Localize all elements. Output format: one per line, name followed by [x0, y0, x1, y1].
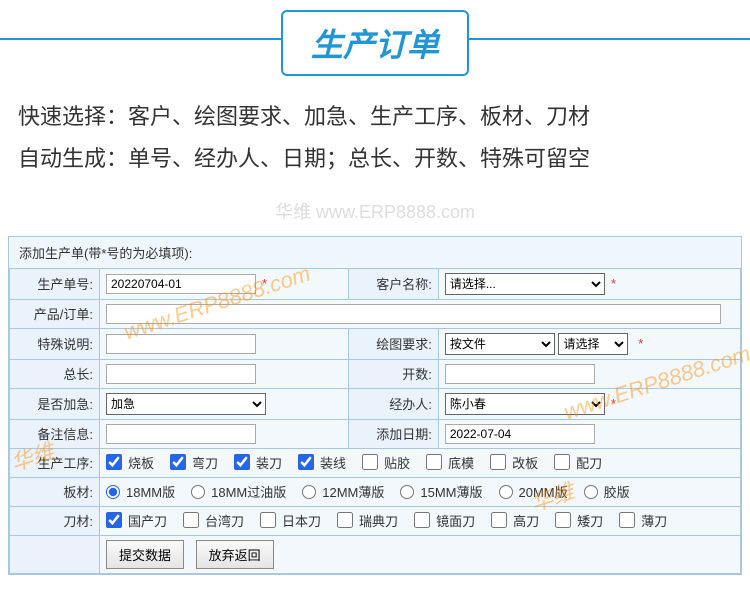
radio-board-1[interactable]: [191, 485, 205, 499]
select-draw-req[interactable]: 请选择: [558, 333, 628, 355]
input-total-len[interactable]: [106, 364, 256, 384]
option-board-0[interactable]: 18MM版: [106, 482, 175, 501]
desc-line-1: 快速选择：客户、绘图要求、加急、生产工序、板材、刀材: [18, 96, 732, 138]
option-blade-4[interactable]: 镜面刀: [414, 511, 475, 530]
checkbox-blade-6[interactable]: [555, 512, 571, 528]
watermark-top: 华维 www.ERP8888.com: [0, 190, 750, 236]
option-blade-0[interactable]: 国产刀: [106, 511, 167, 530]
option-board-4[interactable]: 20MM版: [499, 482, 568, 501]
required-icon: *: [262, 276, 267, 291]
required-icon: *: [638, 336, 643, 351]
select-agent[interactable]: 陈小春: [445, 393, 605, 415]
input-special[interactable]: [106, 334, 256, 354]
checkbox-blade-4[interactable]: [414, 512, 430, 528]
option-board-2[interactable]: 12MM薄版: [302, 482, 384, 501]
select-customer[interactable]: 请选择...: [445, 273, 605, 295]
input-product[interactable]: [106, 304, 721, 324]
checkbox-blade-7[interactable]: [619, 512, 635, 528]
label-board: 板材:: [10, 478, 100, 507]
label-draw-req: 绘图要求:: [348, 328, 438, 359]
checkbox-process-0[interactable]: [106, 454, 122, 470]
option-blade-1[interactable]: 台湾刀: [183, 511, 244, 530]
option-blade-6[interactable]: 矮刀: [555, 511, 603, 530]
option-process-0[interactable]: 烧板: [106, 453, 154, 472]
checkbox-process-5[interactable]: [426, 454, 442, 470]
option-process-3[interactable]: 装线: [298, 453, 346, 472]
label-product: 产品/订单:: [10, 299, 100, 328]
option-blade-3[interactable]: 瑞典刀: [337, 511, 398, 530]
option-process-4[interactable]: 贴胶: [362, 453, 410, 472]
required-icon: *: [611, 396, 616, 411]
option-blade-2[interactable]: 日本刀: [260, 511, 321, 530]
label-customer: 客户名称:: [348, 268, 438, 299]
checkbox-blade-2[interactable]: [260, 512, 276, 528]
option-blade-5[interactable]: 高刀: [491, 511, 539, 530]
checkbox-process-1[interactable]: [170, 454, 186, 470]
option-process-5[interactable]: 底模: [426, 453, 474, 472]
option-process-6[interactable]: 改板: [490, 453, 538, 472]
checkbox-process-3[interactable]: [298, 454, 314, 470]
radio-board-0[interactable]: [106, 485, 120, 499]
option-blade-7[interactable]: 薄刀: [619, 511, 667, 530]
input-order-no[interactable]: [106, 274, 256, 294]
form-panel: 添加生产单(带*号的为必填项): 生产单号: * 客户名称: 请选择... * 产…: [8, 236, 742, 576]
input-add-date[interactable]: [445, 424, 595, 444]
option-board-3[interactable]: 15MM薄版: [400, 482, 482, 501]
select-draw-file[interactable]: 按文件: [445, 333, 555, 355]
radio-board-4[interactable]: [499, 485, 513, 499]
label-special: 特殊说明:: [10, 328, 100, 359]
desc-line-2: 自动生成：单号、经办人、日期；总长、开数、特殊可留空: [18, 138, 732, 180]
cancel-button[interactable]: 放弃返回: [196, 540, 274, 569]
label-agent: 经办人:: [348, 388, 438, 419]
required-icon: *: [611, 276, 616, 291]
radio-board-3[interactable]: [400, 485, 414, 499]
page-title: 生产订单: [281, 10, 469, 76]
checkbox-process-7[interactable]: [554, 454, 570, 470]
label-blade: 刀材:: [10, 506, 100, 536]
submit-button[interactable]: 提交数据: [106, 540, 184, 569]
label-add-date: 添加日期:: [348, 419, 438, 448]
label-total-len: 总长:: [10, 359, 100, 388]
option-process-2[interactable]: 装刀: [234, 453, 282, 472]
checkbox-blade-3[interactable]: [337, 512, 353, 528]
option-board-1[interactable]: 18MM过油版: [191, 482, 286, 501]
checkbox-process-4[interactable]: [362, 454, 378, 470]
radio-board-5[interactable]: [584, 485, 598, 499]
label-order-no: 生产单号:: [10, 268, 100, 299]
input-open-count[interactable]: [445, 364, 595, 384]
label-remark: 备注信息:: [10, 419, 100, 448]
label-process: 生产工序:: [10, 448, 100, 478]
label-open-count: 开数:: [348, 359, 438, 388]
checkbox-process-2[interactable]: [234, 454, 250, 470]
option-process-7[interactable]: 配刀: [554, 453, 602, 472]
option-board-5[interactable]: 胶版: [584, 482, 630, 501]
input-remark[interactable]: [106, 424, 256, 444]
label-urgent: 是否加急:: [10, 388, 100, 419]
checkbox-process-6[interactable]: [490, 454, 506, 470]
checkbox-blade-0[interactable]: [106, 512, 122, 528]
form-header: 添加生产单(带*号的为必填项):: [9, 237, 741, 268]
select-urgent[interactable]: 加急: [106, 393, 266, 415]
radio-board-2[interactable]: [302, 485, 316, 499]
option-process-1[interactable]: 弯刀: [170, 453, 218, 472]
checkbox-blade-5[interactable]: [491, 512, 507, 528]
checkbox-blade-1[interactable]: [183, 512, 199, 528]
